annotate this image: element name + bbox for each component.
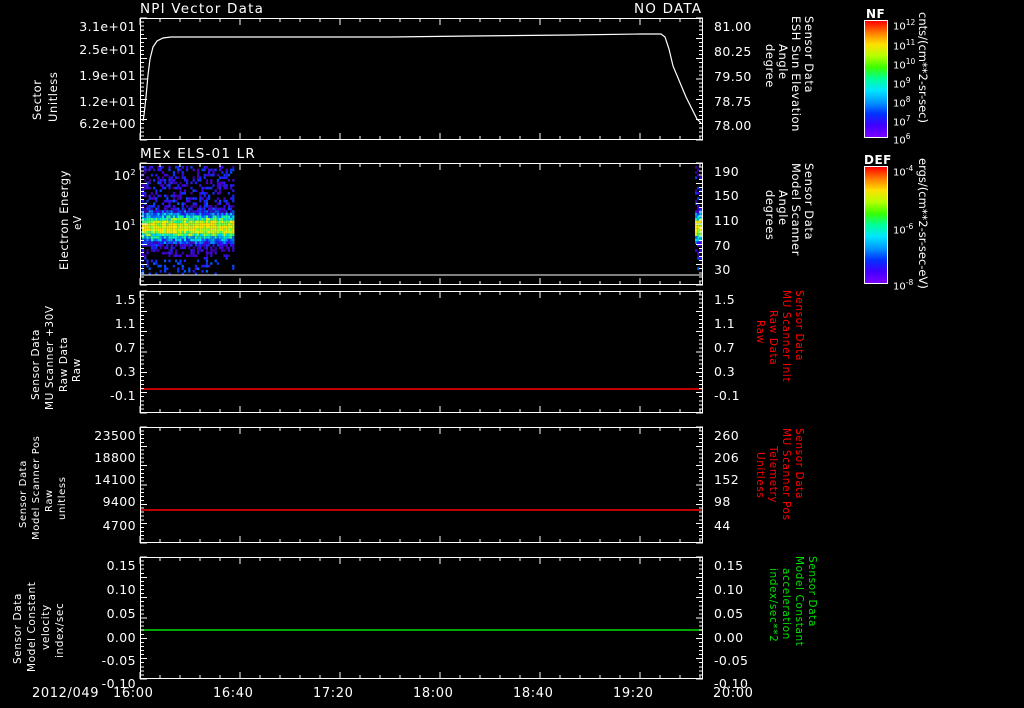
- panel-3-trace-svg: [141, 388, 702, 390]
- colorbar-def-label: DEF: [864, 153, 892, 167]
- panel-3-plot-area: [140, 291, 703, 413]
- colorbar-def: [864, 166, 888, 284]
- colorbar-nf-unit: cnts/(cm**2-sr-sec): [916, 12, 930, 123]
- panel-2-tick-1e1: 101: [113, 218, 136, 234]
- panel-1-title-right: NO DATA: [634, 1, 703, 17]
- panel-1-trace-svg: [142, 33, 702, 124]
- panel-1-plot-area: [140, 18, 703, 140]
- colorbar-nf-label: NF: [866, 7, 886, 21]
- panel-2-plot-area: [140, 163, 703, 285]
- panel-2-title-left: MEx ELS-01 LR: [140, 146, 256, 162]
- panel-4-plot-area: [140, 427, 703, 543]
- panel-2-spectrogram-svg: [141, 166, 702, 276]
- colorbar-nf-gradient: [865, 21, 887, 137]
- colorbar-def-gradient: [865, 167, 887, 283]
- panel-5-plot-area: [140, 557, 703, 679]
- panel-2-tick-1e2: 102: [113, 168, 136, 184]
- panel-1-title-left: NPI Vector Data: [140, 1, 265, 17]
- xaxis-date-label: 2012/049: [32, 686, 100, 701]
- panel-4-trace-svg: [141, 509, 702, 511]
- colorbar-nf: [864, 20, 888, 138]
- esh-sun-elevation-trace: [142, 33, 702, 124]
- panel-5-trace-svg: [141, 629, 702, 631]
- colorbar-def-unit: ergs/(cm**2-sr-sec-eV): [916, 158, 930, 289]
